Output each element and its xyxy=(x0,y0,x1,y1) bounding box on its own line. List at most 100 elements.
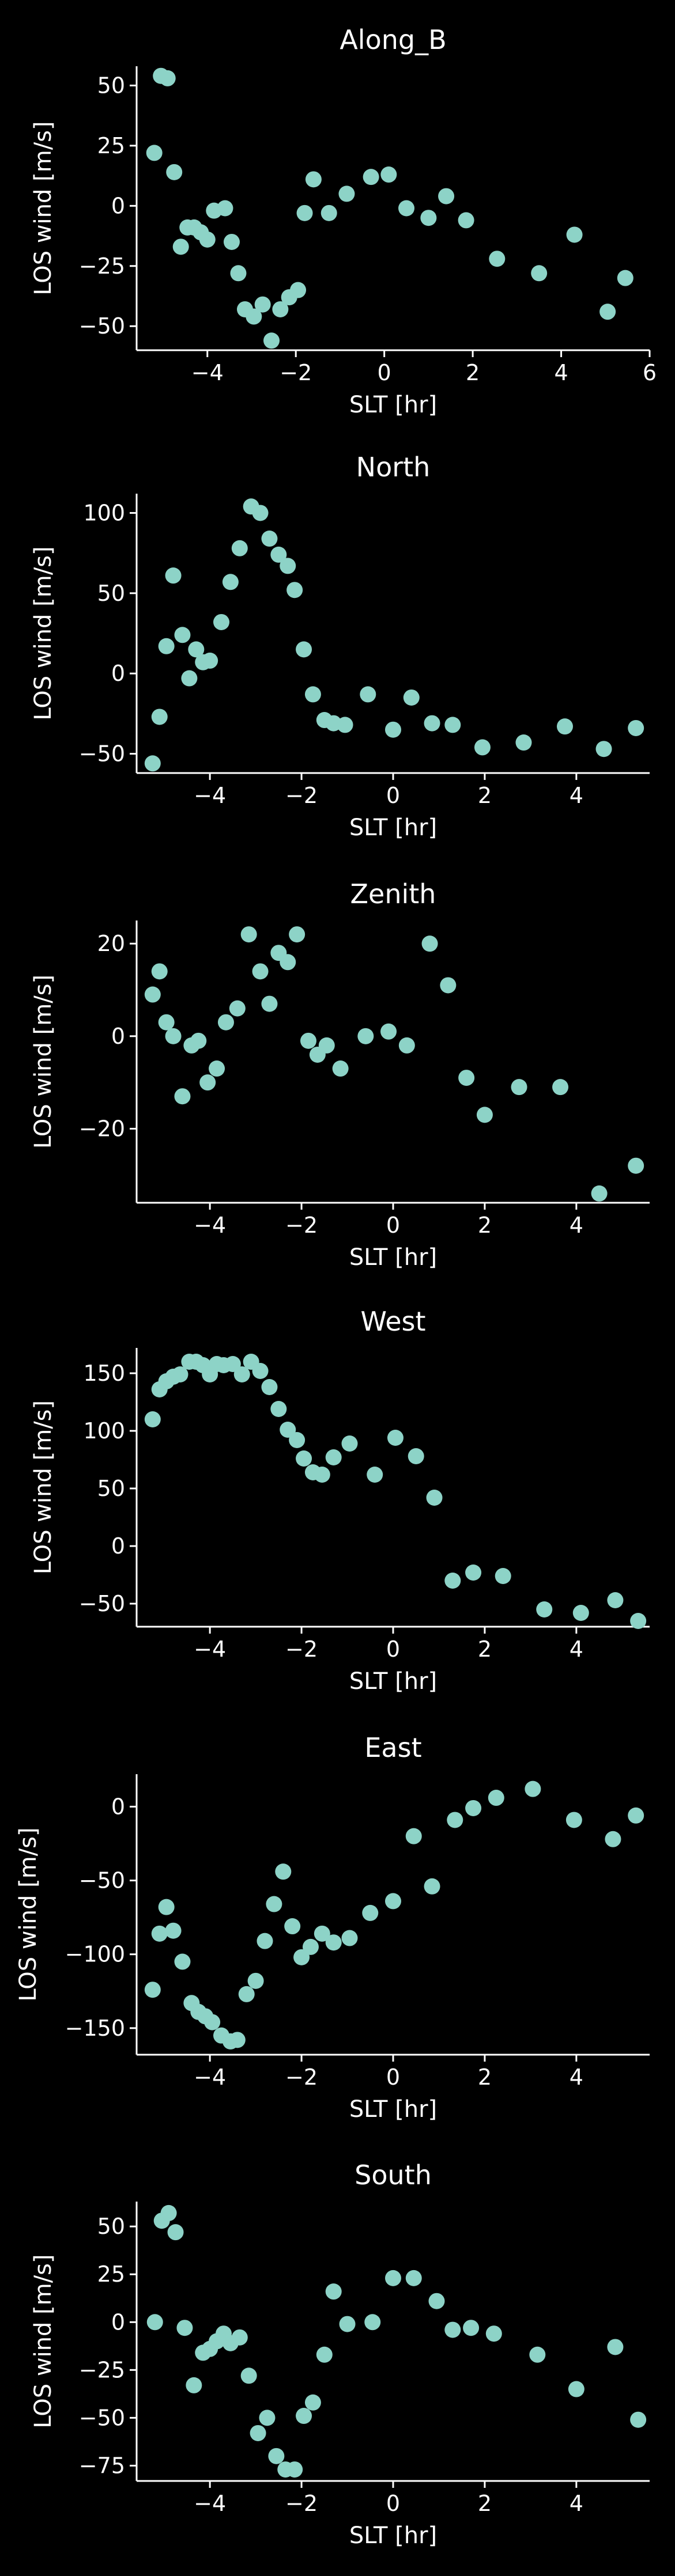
data-point xyxy=(444,2321,461,2338)
data-point xyxy=(360,686,376,703)
data-point xyxy=(338,185,355,202)
chart-title: North xyxy=(356,452,431,483)
data-point xyxy=(398,1037,415,1054)
y-tick-label: 50 xyxy=(97,73,125,98)
data-point xyxy=(252,963,269,980)
data-point xyxy=(174,627,191,643)
x-tick-label: −2 xyxy=(280,360,312,385)
data-point xyxy=(628,1807,644,1824)
data-point xyxy=(607,2339,624,2355)
data-point xyxy=(213,613,230,630)
data-point xyxy=(380,1023,397,1040)
y-tick-label: −50 xyxy=(79,2405,125,2430)
data-point xyxy=(630,1613,647,1629)
x-axis-label: SLT [hr] xyxy=(349,2096,437,2123)
data-point xyxy=(286,582,303,598)
data-point xyxy=(599,304,616,320)
data-point xyxy=(591,1185,608,1202)
data-point xyxy=(566,226,583,243)
x-tick-label: −4 xyxy=(194,783,226,808)
y-tick-label: 25 xyxy=(97,2261,125,2287)
x-tick-label: 4 xyxy=(570,2491,583,2516)
data-point xyxy=(151,963,168,980)
data-point xyxy=(304,686,321,703)
data-point xyxy=(424,1878,440,1895)
data-point xyxy=(144,986,161,1003)
data-point xyxy=(398,200,415,217)
data-point xyxy=(536,1601,553,1617)
x-tick-label: 2 xyxy=(478,1213,492,1238)
data-point xyxy=(231,540,248,556)
data-point xyxy=(314,1925,330,1942)
data-point xyxy=(261,1379,278,1395)
y-tick-label: −50 xyxy=(79,741,125,767)
data-point xyxy=(362,1904,379,1921)
y-tick-label: 100 xyxy=(83,1418,125,1444)
x-tick-label: −4 xyxy=(194,2064,226,2090)
x-tick-label: 0 xyxy=(386,1636,400,1662)
data-point xyxy=(428,2293,445,2309)
data-point xyxy=(408,1448,424,1464)
data-point xyxy=(280,558,296,574)
y-tick-label: −20 xyxy=(79,1116,125,1141)
data-point xyxy=(284,1918,301,1935)
chart-title: West xyxy=(360,1306,425,1337)
chart-title: Zenith xyxy=(350,878,436,910)
data-point xyxy=(325,2283,342,2300)
data-point xyxy=(231,2329,248,2346)
x-axis-label: SLT [hr] xyxy=(349,2522,437,2549)
data-point xyxy=(229,1000,246,1017)
data-point xyxy=(261,995,278,1012)
data-point xyxy=(275,1863,292,1880)
data-point xyxy=(209,1060,225,1077)
y-axis-label: LOS wind [m/s] xyxy=(30,121,56,295)
x-tick-label: 0 xyxy=(386,783,400,808)
chart-title: South xyxy=(355,2160,432,2191)
y-tick-label: −25 xyxy=(79,2357,125,2382)
y-tick-label: 50 xyxy=(97,2214,125,2239)
data-point xyxy=(144,755,161,772)
data-point xyxy=(176,2320,193,2336)
data-point xyxy=(495,1568,511,1584)
data-point xyxy=(296,641,312,658)
data-point xyxy=(254,296,271,313)
data-point xyxy=(302,1938,319,1955)
data-point xyxy=(605,1831,621,1847)
data-point xyxy=(289,926,306,943)
data-point xyxy=(320,204,337,221)
data-point xyxy=(465,1564,482,1581)
x-tick-label: −2 xyxy=(285,783,318,808)
data-point xyxy=(151,709,168,725)
x-tick-label: 4 xyxy=(570,2064,583,2090)
y-tick-label: 0 xyxy=(111,661,125,686)
data-point xyxy=(511,1079,527,1096)
x-tick-label: 0 xyxy=(386,2064,400,2090)
x-tick-label: 0 xyxy=(386,1213,400,1238)
data-point xyxy=(403,689,420,706)
data-point xyxy=(556,718,573,735)
data-point xyxy=(186,2377,202,2393)
data-point xyxy=(266,1896,282,1912)
x-axis-label: SLT [hr] xyxy=(349,815,437,841)
x-tick-label: −4 xyxy=(191,360,224,385)
data-point xyxy=(628,1157,644,1174)
y-tick-label: −50 xyxy=(79,1591,125,1616)
data-point xyxy=(224,1356,241,1372)
data-point xyxy=(146,145,163,161)
data-point xyxy=(617,270,633,286)
data-point xyxy=(305,171,322,188)
data-point xyxy=(181,670,198,687)
data-point xyxy=(233,1366,250,1382)
data-point xyxy=(246,308,262,325)
data-point xyxy=(447,1812,463,1828)
y-tick-label: −50 xyxy=(79,1868,125,1893)
data-point xyxy=(357,1028,374,1044)
x-tick-label: 4 xyxy=(570,783,583,808)
x-tick-label: −2 xyxy=(285,1213,318,1238)
data-point xyxy=(458,1070,475,1086)
data-point xyxy=(296,1450,312,1467)
data-point xyxy=(364,2314,381,2331)
y-axis-label: LOS wind [m/s] xyxy=(15,1827,42,2001)
y-axis-label: LOS wind [m/s] xyxy=(30,975,56,1149)
data-point xyxy=(568,2381,585,2397)
